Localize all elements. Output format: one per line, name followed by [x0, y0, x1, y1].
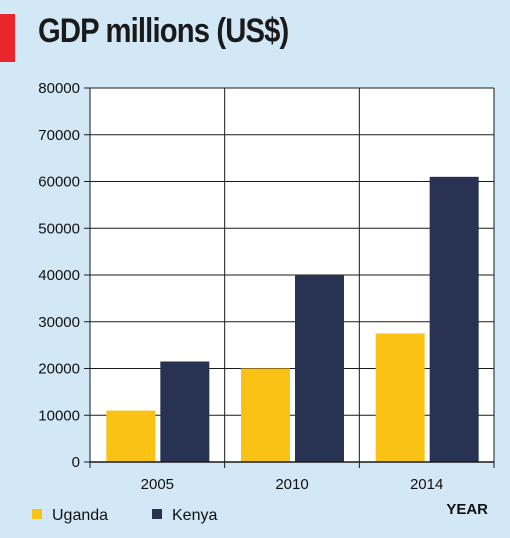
y-tick-label: 60000	[38, 174, 80, 191]
bar-kenya-2010	[295, 275, 344, 462]
y-tick-label: 10000	[38, 407, 80, 424]
y-tick-label: 40000	[38, 267, 80, 284]
y-tick-label: 30000	[38, 314, 80, 331]
bar-uganda-2010	[241, 368, 290, 462]
bar-uganda-2014	[375, 333, 425, 462]
y-tick-label: 70000	[38, 127, 80, 144]
chart-title: GDP millions (US$)	[38, 12, 289, 50]
x-tick-label: 2014	[410, 476, 443, 493]
legend-label-uganda: Uganda	[52, 507, 108, 524]
y-tick-label: 0	[72, 454, 80, 471]
x-tick-label: 2010	[275, 476, 308, 493]
title-accent-bar	[0, 14, 15, 62]
y-tick-label: 80000	[38, 80, 80, 97]
bar-kenya-2005	[160, 361, 210, 462]
legend: Uganda Kenya	[32, 507, 217, 524]
x-tick-label: 2005	[141, 476, 174, 493]
y-tick-label: 50000	[38, 220, 80, 237]
bars	[106, 176, 479, 462]
legend-swatch-uganda	[32, 509, 42, 519]
y-tick-label: 20000	[38, 361, 80, 378]
legend-label-kenya: Kenya	[172, 507, 217, 524]
bar-uganda-2005	[106, 410, 156, 462]
bar-kenya-2014	[429, 176, 479, 462]
legend-swatch-kenya	[152, 509, 162, 519]
x-axis-title: YEAR	[446, 501, 488, 518]
axes: 0 10000 20000 30000 40000 50000 60000 70000 8000…	[38, 80, 494, 518]
